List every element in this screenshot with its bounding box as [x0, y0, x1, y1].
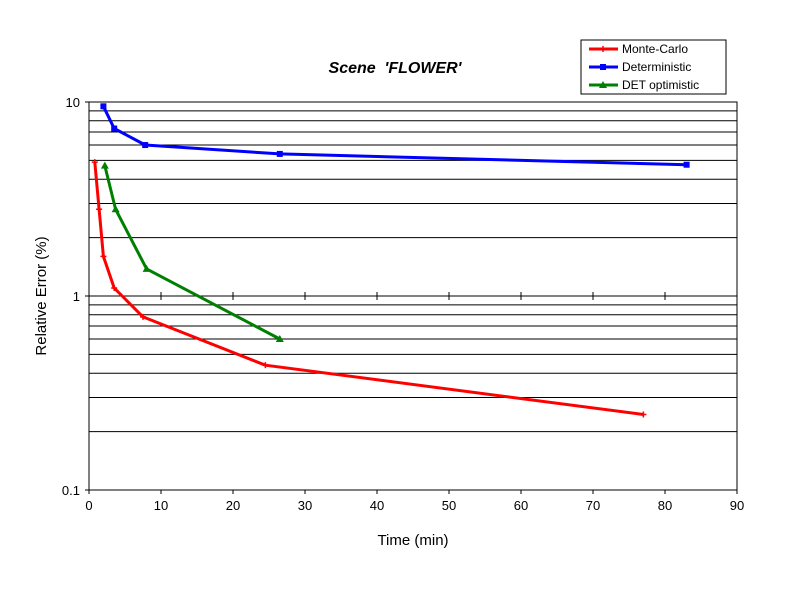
x-tick-label: 70 — [586, 498, 600, 513]
series-line-monte-carlo — [93, 161, 644, 416]
square-marker — [111, 125, 118, 132]
square-marker — [276, 150, 283, 157]
triangle-marker — [275, 335, 284, 343]
legend-label: Deterministic — [622, 60, 691, 74]
x-axis-title: Time (min) — [377, 532, 448, 549]
triangle-marker — [111, 205, 120, 213]
plus-marker — [600, 46, 606, 52]
square-marker — [600, 64, 606, 70]
x-tick-label: 80 — [658, 498, 672, 513]
x-tick-label: 20 — [226, 498, 240, 513]
legend-label: Monte-Carlo — [622, 42, 688, 56]
triangle-marker — [599, 81, 607, 88]
square-marker — [683, 161, 690, 168]
chart-title: Scene 'FLOWER' — [329, 60, 463, 77]
series-monte-carlo — [91, 159, 647, 418]
y-tick-label: 10 — [66, 95, 80, 110]
legend-item-det-optimistic: DET optimistic — [589, 78, 699, 92]
legend-item-monte-carlo: Monte-Carlo — [589, 42, 688, 56]
x-tick-label: 50 — [442, 498, 456, 513]
square-marker — [100, 103, 107, 110]
x-axis-ticks-at-one — [85, 101, 738, 494]
legend-label: DET optimistic — [622, 78, 699, 92]
legend: Monte-Carlo Deterministic DET optimistic — [580, 39, 727, 95]
x-tick-label: 90 — [730, 498, 744, 513]
x-tick-label: 60 — [514, 498, 528, 513]
series-deterministic — [100, 103, 690, 168]
series-line-deterministic — [102, 105, 687, 167]
x-tick-label: 30 — [298, 498, 312, 513]
legend-item-deterministic: Deterministic — [589, 60, 691, 74]
plus-marker — [91, 159, 98, 166]
series-layer — [91, 103, 690, 418]
y-axis-title: Relative Error (%) — [33, 236, 50, 355]
triangle-marker — [142, 264, 151, 272]
y-tick-label: 0.1 — [62, 483, 80, 498]
plus-marker — [96, 206, 103, 213]
x-tick-label: 10 — [154, 498, 168, 513]
y-tick-label: 1 — [73, 289, 80, 304]
plus-marker — [640, 411, 647, 418]
x-tick-labels: 0 10 20 30 40 50 60 70 80 90 — [85, 498, 744, 513]
x-tick-label: 0 — [85, 498, 92, 513]
series-det-optimistic — [100, 161, 284, 343]
series-line-det-optimistic — [103, 165, 281, 341]
triangle-marker — [100, 161, 109, 169]
plus-marker — [140, 313, 146, 320]
plus-marker — [100, 253, 107, 260]
square-marker — [142, 142, 149, 149]
plus-marker — [262, 362, 269, 369]
x-tick-label: 40 — [370, 498, 384, 513]
plus-marker — [111, 284, 118, 291]
y-tick-labels: 0.1 1 10 — [62, 95, 80, 498]
gridlines — [89, 110, 737, 433]
